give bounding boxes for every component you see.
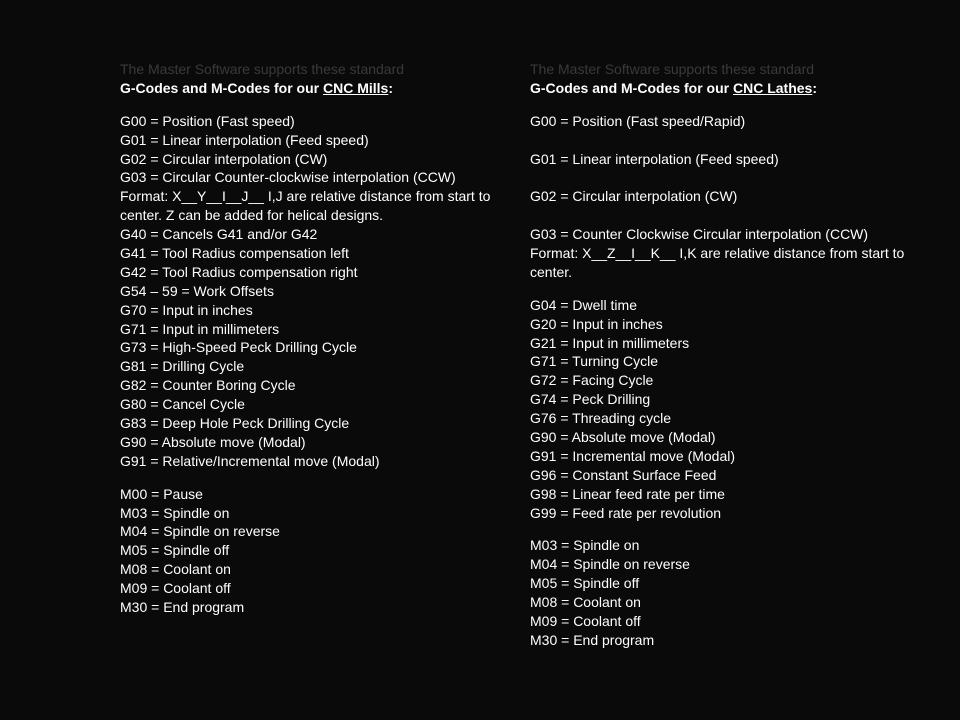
code-line <box>530 131 910 150</box>
code-line: M03 = Spindle on <box>530 536 910 555</box>
code-line: G02 = Circular interpolation (CW) <box>530 187 910 206</box>
lathes-gcode-top-block: G00 = Position (Fast speed/Rapid) G01 = … <box>530 112 910 282</box>
code-line: G21 = Input in millimeters <box>530 334 910 353</box>
code-line: G72 = Facing Cycle <box>530 371 910 390</box>
code-line: M04 = Spindle on reverse <box>530 555 910 574</box>
mills-mcode-block: M00 = PauseM03 = Spindle onM04 = Spindle… <box>120 485 500 617</box>
code-line: G90 = Absolute move (Modal) <box>530 428 910 447</box>
lathes-heading-underline: CNC Lathes <box>733 80 812 96</box>
code-line: G91 = Incremental move (Modal) <box>530 447 910 466</box>
code-line: G02 = Circular interpolation (CW) <box>120 150 500 169</box>
mills-column: The Master Software supports these stand… <box>120 60 520 720</box>
lathes-heading-suffix: : <box>812 80 817 96</box>
code-line: G40 = Cancels G41 and/or G42 <box>120 225 500 244</box>
code-line: G03 = Circular Counter-clockwise interpo… <box>120 168 500 187</box>
code-line: G73 = High-Speed Peck Drilling Cycle <box>120 338 500 357</box>
code-line <box>530 206 910 225</box>
code-line: G00 = Position (Fast speed/Rapid) <box>530 112 910 131</box>
code-line: G54 – 59 = Work Offsets <box>120 282 500 301</box>
code-line: M08 = Coolant on <box>120 560 500 579</box>
code-line: G81 = Drilling Cycle <box>120 357 500 376</box>
mills-heading: G-Codes and M-Codes for our CNC Mills: <box>120 79 500 98</box>
mills-gcode-block: G00 = Position (Fast speed)G01 = Linear … <box>120 112 500 471</box>
lathes-gcode-rest-block: G04 = Dwell timeG20 = Input in inchesG21… <box>530 296 910 523</box>
code-line: G83 = Deep Hole Peck Drilling Cycle <box>120 414 500 433</box>
code-line: M00 = Pause <box>120 485 500 504</box>
code-line: G01 = Linear interpolation (Feed speed) <box>530 150 910 169</box>
code-line: G96 = Constant Surface Feed <box>530 466 910 485</box>
lathes-mcode-block: M03 = Spindle onM04 = Spindle on reverse… <box>530 536 910 649</box>
mills-intro: The Master Software supports these stand… <box>120 60 500 79</box>
code-line: M30 = End program <box>530 631 910 650</box>
code-line: G70 = Input in inches <box>120 301 500 320</box>
code-line: G90 = Absolute move (Modal) <box>120 433 500 452</box>
code-line: G04 = Dwell time <box>530 296 910 315</box>
mills-heading-prefix: G-Codes and M-Codes for our <box>120 80 323 96</box>
code-line: M04 = Spindle on reverse <box>120 522 500 541</box>
code-line: G99 = Feed rate per revolution <box>530 504 910 523</box>
code-line: G71 = Turning Cycle <box>530 352 910 371</box>
mills-heading-suffix: : <box>388 80 393 96</box>
code-line: G82 = Counter Boring Cycle <box>120 376 500 395</box>
code-line: M08 = Coolant on <box>530 593 910 612</box>
code-line: G42 = Tool Radius compensation right <box>120 263 500 282</box>
page: The Master Software supports these stand… <box>0 0 960 720</box>
code-line: G41 = Tool Radius compensation left <box>120 244 500 263</box>
lathes-intro: The Master Software supports these stand… <box>530 60 910 79</box>
code-line: G91 = Relative/Incremental move (Modal) <box>120 452 500 471</box>
code-line: Format: X__Z__I__K__ I,K are relative di… <box>530 244 910 282</box>
code-line: M09 = Coolant off <box>120 579 500 598</box>
code-line: G76 = Threading cycle <box>530 409 910 428</box>
code-line: Format: X__Y__I__J__ I,J are relative di… <box>120 187 500 225</box>
lathes-heading-prefix: G-Codes and M-Codes for our <box>530 80 733 96</box>
lathes-column: The Master Software supports these stand… <box>530 60 930 720</box>
code-line: M05 = Spindle off <box>120 541 500 560</box>
code-line: M05 = Spindle off <box>530 574 910 593</box>
code-line: M03 = Spindle on <box>120 504 500 523</box>
code-line: G80 = Cancel Cycle <box>120 395 500 414</box>
lathes-heading: G-Codes and M-Codes for our CNC Lathes: <box>530 79 910 98</box>
code-line: G74 = Peck Drilling <box>530 390 910 409</box>
code-line: M09 = Coolant off <box>530 612 910 631</box>
code-line: G01 = Linear interpolation (Feed speed) <box>120 131 500 150</box>
code-line <box>530 168 910 187</box>
code-line: G03 = Counter Clockwise Circular interpo… <box>530 225 910 244</box>
code-line: M30 = End program <box>120 598 500 617</box>
code-line: G20 = Input in inches <box>530 315 910 334</box>
mills-heading-underline: CNC Mills <box>323 80 388 96</box>
code-line: G98 = Linear feed rate per time <box>530 485 910 504</box>
code-line: G00 = Position (Fast speed) <box>120 112 500 131</box>
code-line: G71 = Input in millimeters <box>120 320 500 339</box>
